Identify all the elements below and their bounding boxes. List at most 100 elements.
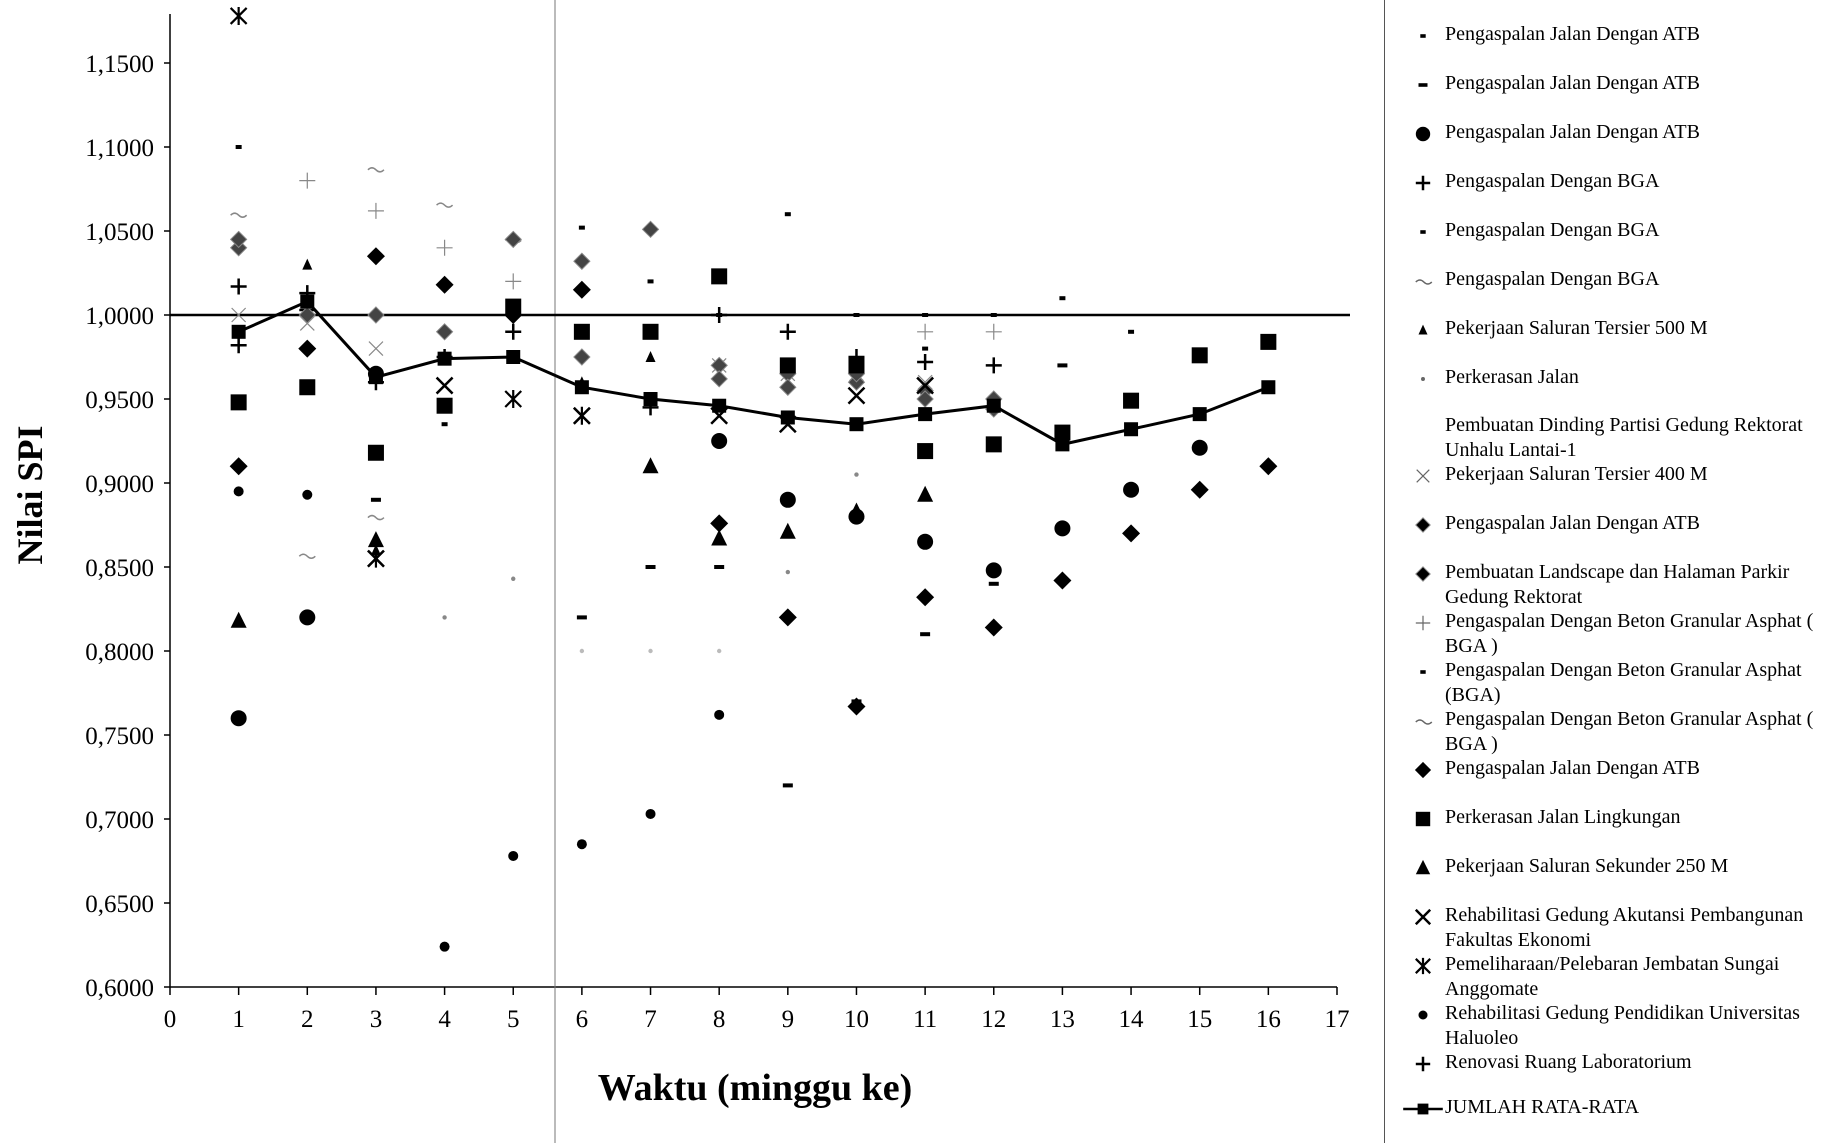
y-tick-label: 1,0000 (85, 303, 154, 330)
series-10-point (641, 220, 660, 239)
series-17-point (848, 502, 865, 519)
series-16-point (779, 357, 796, 374)
average-point (574, 380, 589, 395)
series-3-point (917, 354, 934, 371)
average-point (849, 417, 864, 432)
average-point (780, 410, 795, 425)
series-8-point (579, 648, 585, 654)
series-2-point (230, 710, 247, 727)
legend-item: Renovasi Ruang Laboratorium (1385, 1050, 1825, 1076)
series-7-point (442, 615, 447, 620)
series-15-point (984, 618, 1003, 637)
series-16-point (299, 379, 316, 396)
series-0-point (784, 212, 791, 217)
average-point (231, 324, 246, 339)
legend-marker (1415, 1056, 1431, 1072)
legend-label: Renovasi Ruang Laboratorium (1445, 1051, 1692, 1073)
legend-marker (1420, 230, 1426, 234)
series-4-point (716, 313, 723, 317)
average-point (712, 398, 727, 413)
series-17-point (367, 531, 384, 548)
series-20-point (508, 850, 519, 861)
average-point (368, 370, 383, 385)
legend-marker (1415, 859, 1431, 875)
legend-marker (1415, 811, 1431, 827)
y-tick-label: 0,7500 (85, 723, 154, 750)
series-0-point (922, 313, 929, 317)
series-20-point (233, 486, 244, 497)
legend-label: JUMLAH RATA-RATA (1445, 1096, 1640, 1118)
series-15-point (1122, 524, 1141, 543)
series-2-point (985, 562, 1002, 579)
legend-symbol (1403, 1103, 1443, 1115)
series-20-point (302, 489, 313, 500)
legend-symbol (1415, 279, 1433, 285)
series-4-point (578, 225, 585, 230)
series-1-point (782, 783, 793, 788)
legend-symbol (1415, 615, 1431, 631)
series-7-point (854, 472, 859, 477)
x-tick-label: 8 (713, 1006, 726, 1033)
legend-marker (1415, 719, 1433, 725)
x-tick-label: 15 (1187, 1006, 1212, 1033)
series-19-point (504, 390, 523, 408)
series-11-point (916, 390, 934, 408)
series-19-point (573, 406, 591, 425)
legend-symbol (1421, 377, 1425, 381)
average-point (1192, 407, 1207, 422)
series-15-point (1053, 571, 1072, 590)
legend-label: Perkerasan Jalan (1445, 366, 1579, 388)
series-2-point (1123, 481, 1140, 498)
legend-item: Pembuatan Landscape dan Halaman Parkir G… (1385, 560, 1825, 610)
series-12-point (917, 323, 934, 340)
average-point (1261, 380, 1276, 395)
legend-marker (1415, 957, 1431, 975)
series-21-point (230, 337, 247, 354)
average-point (506, 350, 521, 364)
series-19-point (229, 6, 248, 25)
y-tick-label: 0,7000 (85, 807, 154, 834)
average-point (918, 407, 933, 422)
series-12-point (299, 172, 316, 189)
series-17-point (642, 457, 659, 474)
series-1-point (920, 632, 931, 637)
series-16-point (711, 268, 728, 285)
legend-label: Pekerjaan Saluran Sekunder 250 M (1445, 855, 1729, 877)
series-11-point (573, 348, 591, 366)
series-10-point (573, 252, 591, 270)
legend-label: Pembuatan Landscape dan Halaman Parkir G… (1445, 561, 1790, 608)
legend-label: Pekerjaan Saluran Tersier 500 M (1445, 317, 1708, 339)
legend-label: Pengaspalan Dengan Beton Granular Asphat… (1445, 610, 1814, 657)
legend-label: Pemeliharaan/Pelebaran Jembatan Sungai A… (1445, 953, 1780, 1000)
series-1-point (370, 497, 381, 502)
legend-marker (1421, 377, 1425, 381)
series-21-point (505, 323, 522, 340)
legend-label: Pengaspalan Jalan Dengan ATB (1445, 23, 1700, 45)
series-1-point (714, 565, 725, 569)
series-16-point (436, 397, 453, 414)
x-tick-label: 4 (438, 1006, 451, 1033)
series-17-point (779, 522, 796, 539)
legend-symbol (1418, 1010, 1428, 1020)
series-9-point (231, 307, 247, 323)
series-16-point (1191, 347, 1208, 364)
legend-symbol (1414, 761, 1432, 779)
series-0-point (1059, 296, 1066, 301)
legend-marker (1418, 83, 1428, 87)
legend-item: Pemeliharaan/Pelebaran Jembatan Sungai A… (1385, 952, 1825, 1002)
legend-marker (1415, 279, 1433, 285)
legend-item: Rehabilitasi Gedung Pendidikan Universit… (1385, 1001, 1825, 1051)
average-polyline (238, 299, 1269, 446)
series-8-point (648, 648, 653, 654)
average-line (231, 294, 1276, 452)
series-12-point (985, 323, 1002, 340)
legend-symbol (1415, 719, 1433, 725)
series-15-point (435, 275, 454, 294)
x-tick-label: 17 (1325, 1006, 1350, 1033)
series-20-point (576, 839, 587, 850)
legend-symbol (1416, 469, 1430, 483)
legend-label: Pengaspalan Jalan Dengan ATB (1445, 121, 1700, 143)
series-0-point (990, 313, 997, 317)
legend-label: Rehabilitasi Gedung Akutansi Pembangunan… (1445, 904, 1804, 951)
data-marks (229, 6, 1278, 952)
